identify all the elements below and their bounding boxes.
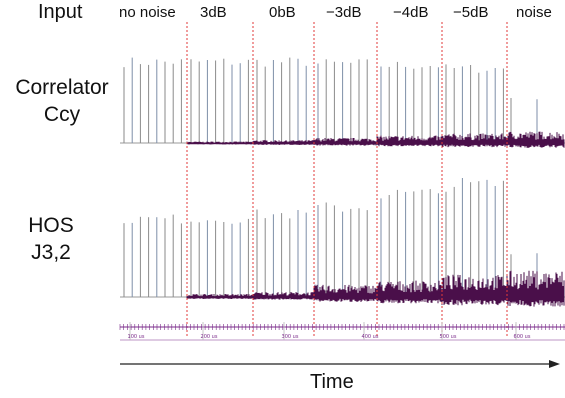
row-label-correlator-line1: Correlator [15, 76, 109, 99]
row-label-correlator-line2: Ccy [43, 103, 81, 126]
time-arrow-head [549, 360, 560, 368]
spike-layer [120, 57, 565, 298]
time-tick-label: 300 us [282, 334, 299, 340]
segment-label-noise: noise [516, 4, 552, 21]
noise-layer [186, 131, 565, 307]
row-1-noise-band [186, 270, 565, 307]
segment-label-0bb: 0bB [269, 4, 296, 21]
segment-dividers [186, 22, 508, 338]
time-tick-label: 400 us [362, 334, 379, 340]
segment-label-3db: 3dB [200, 4, 227, 21]
time-tick-label: 600 us [514, 334, 531, 340]
x-axis-label: Time [310, 371, 354, 393]
row-label-correlator: Correlator Ccy [6, 74, 118, 128]
segment-label-minus-4db: −4dB [393, 4, 429, 21]
row-label-hos-line1: HOS [28, 214, 74, 237]
time-arrow [120, 360, 560, 368]
row-label-hos-line2: J3,2 [31, 241, 71, 264]
segment-label-no-noise: no noise [119, 4, 176, 21]
row-label-hos: HOS J3,2 [12, 212, 90, 266]
input-label: Input [38, 1, 83, 23]
time-tick-label: 100 us [128, 334, 145, 340]
segment-label-minus-3db: −3dB [326, 4, 362, 21]
segment-label-minus-5db: −5dB [453, 4, 489, 21]
time-tick-label: 500 us [440, 334, 457, 340]
time-axis: 100 us 200 us 300 us 400 us 500 us 600 us [119, 322, 565, 341]
time-tick-label: 200 us [201, 334, 218, 340]
